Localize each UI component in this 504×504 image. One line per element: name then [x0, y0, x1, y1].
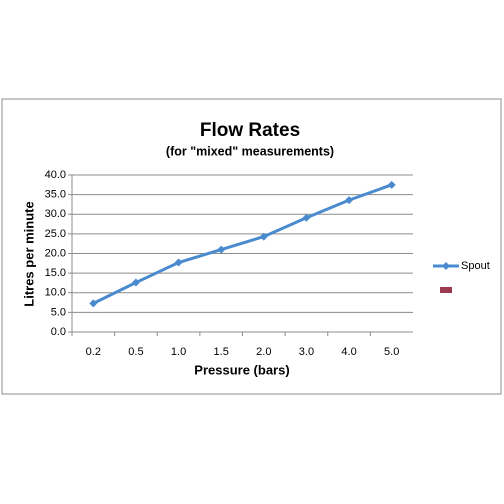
- y-tick-label: 30.0: [45, 208, 66, 220]
- y-tick-label: 10.0: [45, 287, 66, 299]
- x-tick-label: 2.0: [256, 346, 271, 358]
- data-point: [174, 258, 183, 267]
- x-tick-label: 0.5: [128, 346, 143, 358]
- x-tick-label: 1.0: [171, 346, 186, 358]
- y-tick-label: 40.0: [45, 169, 66, 181]
- legend-label: Spout: [461, 260, 490, 272]
- data-point: [259, 232, 268, 241]
- x-tick-label: 3.0: [299, 346, 314, 358]
- x-tick-label: 4.0: [341, 346, 356, 358]
- y-tick-label: 35.0: [45, 189, 66, 201]
- y-tick-label: 25.0: [45, 228, 66, 240]
- data-point: [131, 278, 140, 287]
- chart-frame: [1, 98, 502, 395]
- y-tick-label: 0.0: [51, 326, 66, 338]
- x-tick-label: 5.0: [384, 346, 399, 358]
- data-point: [89, 299, 98, 308]
- x-tick-label: 1.5: [214, 346, 229, 358]
- y-tick-label: 15.0: [45, 267, 66, 279]
- data-point: [217, 245, 226, 254]
- legend-marker: [442, 262, 450, 270]
- data-point: [302, 213, 311, 222]
- chart-subtitle: (for "mixed" measurements): [166, 144, 334, 158]
- x-tick-label: 0.2: [86, 346, 101, 358]
- data-point: [345, 196, 354, 205]
- series-line: [92, 183, 393, 305]
- y-axis-label: Litres per minute: [21, 201, 36, 306]
- y-tick-label: 20.0: [45, 247, 66, 259]
- chart-title: Flow Rates: [200, 120, 300, 141]
- y-tick-label: 5.0: [51, 306, 66, 318]
- legend-marker: [440, 287, 452, 293]
- data-point: [387, 180, 396, 189]
- x-axis-label: Pressure (bars): [194, 362, 289, 377]
